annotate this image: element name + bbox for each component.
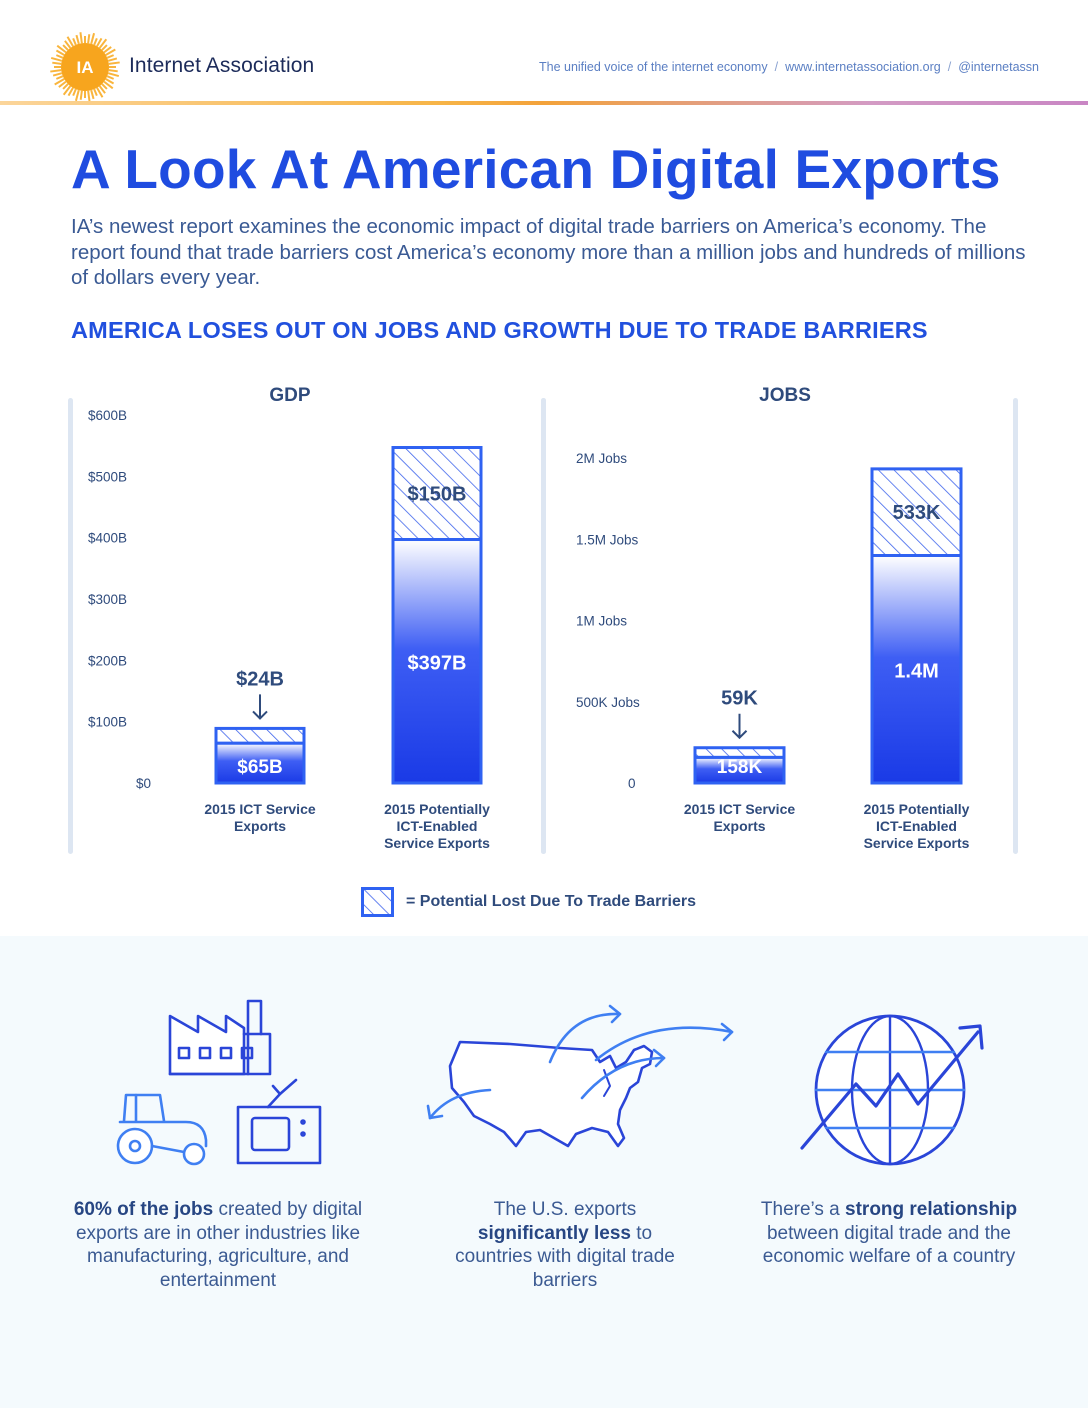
y-tick-label: $400B xyxy=(88,531,127,546)
industries-icon xyxy=(116,999,322,1166)
y-tick-label: 0 xyxy=(628,776,636,791)
y-tick-label: 1M Jobs xyxy=(576,614,627,629)
category-label: Service Exports xyxy=(864,835,970,851)
fact-2-text-a: The U.S. exports xyxy=(493,1199,637,1220)
fact-3-text-b: between digital trade and the economic w… xyxy=(762,1222,1016,1268)
bar-value-label: $65B xyxy=(237,757,282,778)
legend-label: = Potential Lost Due To Trade Barriers xyxy=(406,893,696,910)
intro-paragraph: IA’s newest report examines the economic… xyxy=(71,215,1026,289)
fact-1-bold: 60% of the jobs xyxy=(73,1199,214,1220)
bar-hatched xyxy=(214,726,306,745)
org-name: Internet Association xyxy=(129,54,315,77)
category-label: 2015 Potentially xyxy=(864,801,970,817)
down-arrow-icon xyxy=(252,694,268,720)
page-title: A Look At American Digital Exports xyxy=(71,138,1001,200)
category-label: ICT-Enabled xyxy=(397,818,478,834)
header-divider xyxy=(0,101,1088,105)
facts-panel: 60% of the jobs created by digital expor… xyxy=(0,936,1088,1408)
bar-value-label: 158K xyxy=(717,757,763,778)
tagline-separator: / xyxy=(774,60,779,74)
chart-frame-left xyxy=(541,398,546,854)
y-tick-label: 2M Jobs xyxy=(576,451,627,466)
y-tick-label: $500B xyxy=(88,469,127,484)
television-icon xyxy=(236,1078,322,1165)
category-label: Exports xyxy=(713,818,765,834)
chart-title: GDP xyxy=(269,385,311,406)
section-heading: AMERICA LOSES OUT ON JOBS AND GROWTH DUE… xyxy=(71,317,928,343)
category-label: 2015 ICT Service xyxy=(204,801,316,817)
chart-title: JOBS xyxy=(759,385,811,406)
tractor-icon xyxy=(116,1093,208,1166)
bar-solid xyxy=(214,741,306,785)
bar-hatched xyxy=(391,446,483,542)
y-tick-label: $0 xyxy=(136,776,151,791)
y-tick-label: 500K Jobs xyxy=(576,695,640,710)
y-tick-label: 1.5M Jobs xyxy=(576,532,639,547)
bar-lost-label: $150B xyxy=(408,484,467,506)
us-map-outline-icon xyxy=(448,1040,654,1148)
bar-value-label: $397B xyxy=(408,652,467,674)
chart-frame-right xyxy=(1013,398,1018,854)
y-tick-label: $300B xyxy=(88,592,127,607)
logo-monogram: IA xyxy=(77,58,94,77)
social-handle-link[interactable]: @internetassn xyxy=(958,60,1039,74)
fact-1-text: created by digital exports are in other … xyxy=(75,1199,363,1291)
internet-association-logo-icon: IA xyxy=(50,32,120,102)
bar-hatched xyxy=(693,746,786,759)
bar-value-label: 1.4M xyxy=(894,660,938,682)
fact-jobs-in-other-industries: 60% of the jobs created by digital expor… xyxy=(68,1198,368,1292)
chart-frame-left xyxy=(68,398,73,854)
category-label: 2015 ICT Service xyxy=(684,801,796,817)
y-tick-label: $100B xyxy=(88,715,127,730)
chart-legend: = Potential Lost Due To Trade Barriers xyxy=(361,887,696,917)
category-label: Service Exports xyxy=(384,835,490,851)
bar-hatched xyxy=(870,467,963,557)
website-link[interactable]: www.internetassociation.org xyxy=(785,60,941,74)
fact-2-text-b: to countries with digital trade barriers xyxy=(455,1222,675,1291)
bar-lost-label: 59K xyxy=(721,688,758,710)
factory-icon xyxy=(168,999,272,1076)
hatched-swatch-icon xyxy=(361,887,394,917)
fact-3-bold: strong relationship xyxy=(845,1199,1018,1220)
us-map-exports-icon xyxy=(426,1004,734,1148)
bar-solid xyxy=(870,554,963,785)
charts-area: GDP $0 $100B $200B $300B $400B $500B $600B $65B $… xyxy=(68,385,1018,854)
category-label: 2015 Potentially xyxy=(384,801,490,817)
down-arrow-icon xyxy=(731,713,748,740)
fact-3-text-a: There’s a xyxy=(760,1199,846,1220)
chart-jobs xyxy=(541,398,1018,854)
tagline-separator: / xyxy=(947,60,952,74)
bar-lost-label: $24B xyxy=(236,668,284,690)
tagline-text: The unified voice of the internet econom… xyxy=(538,60,768,74)
bar-lost-label: 533K xyxy=(893,502,941,524)
header-tagline: The unified voice of the internet econom… xyxy=(539,60,1039,74)
fact-strong-relationship: There’s a strong relationship between di… xyxy=(750,1198,1028,1269)
category-label: ICT-Enabled xyxy=(876,818,957,834)
y-tick-label: $200B xyxy=(88,653,127,668)
y-tick-label: $600B xyxy=(88,408,127,423)
category-label: Exports xyxy=(234,818,286,834)
globe-growth-icon xyxy=(800,1014,984,1166)
bar-solid xyxy=(391,538,483,785)
fact-exports-less: The U.S. exports significantly less to c… xyxy=(455,1198,675,1292)
fact-2-bold: significantly less xyxy=(477,1222,631,1244)
page-header: IA Internet Association The unified voic… xyxy=(0,0,1088,105)
